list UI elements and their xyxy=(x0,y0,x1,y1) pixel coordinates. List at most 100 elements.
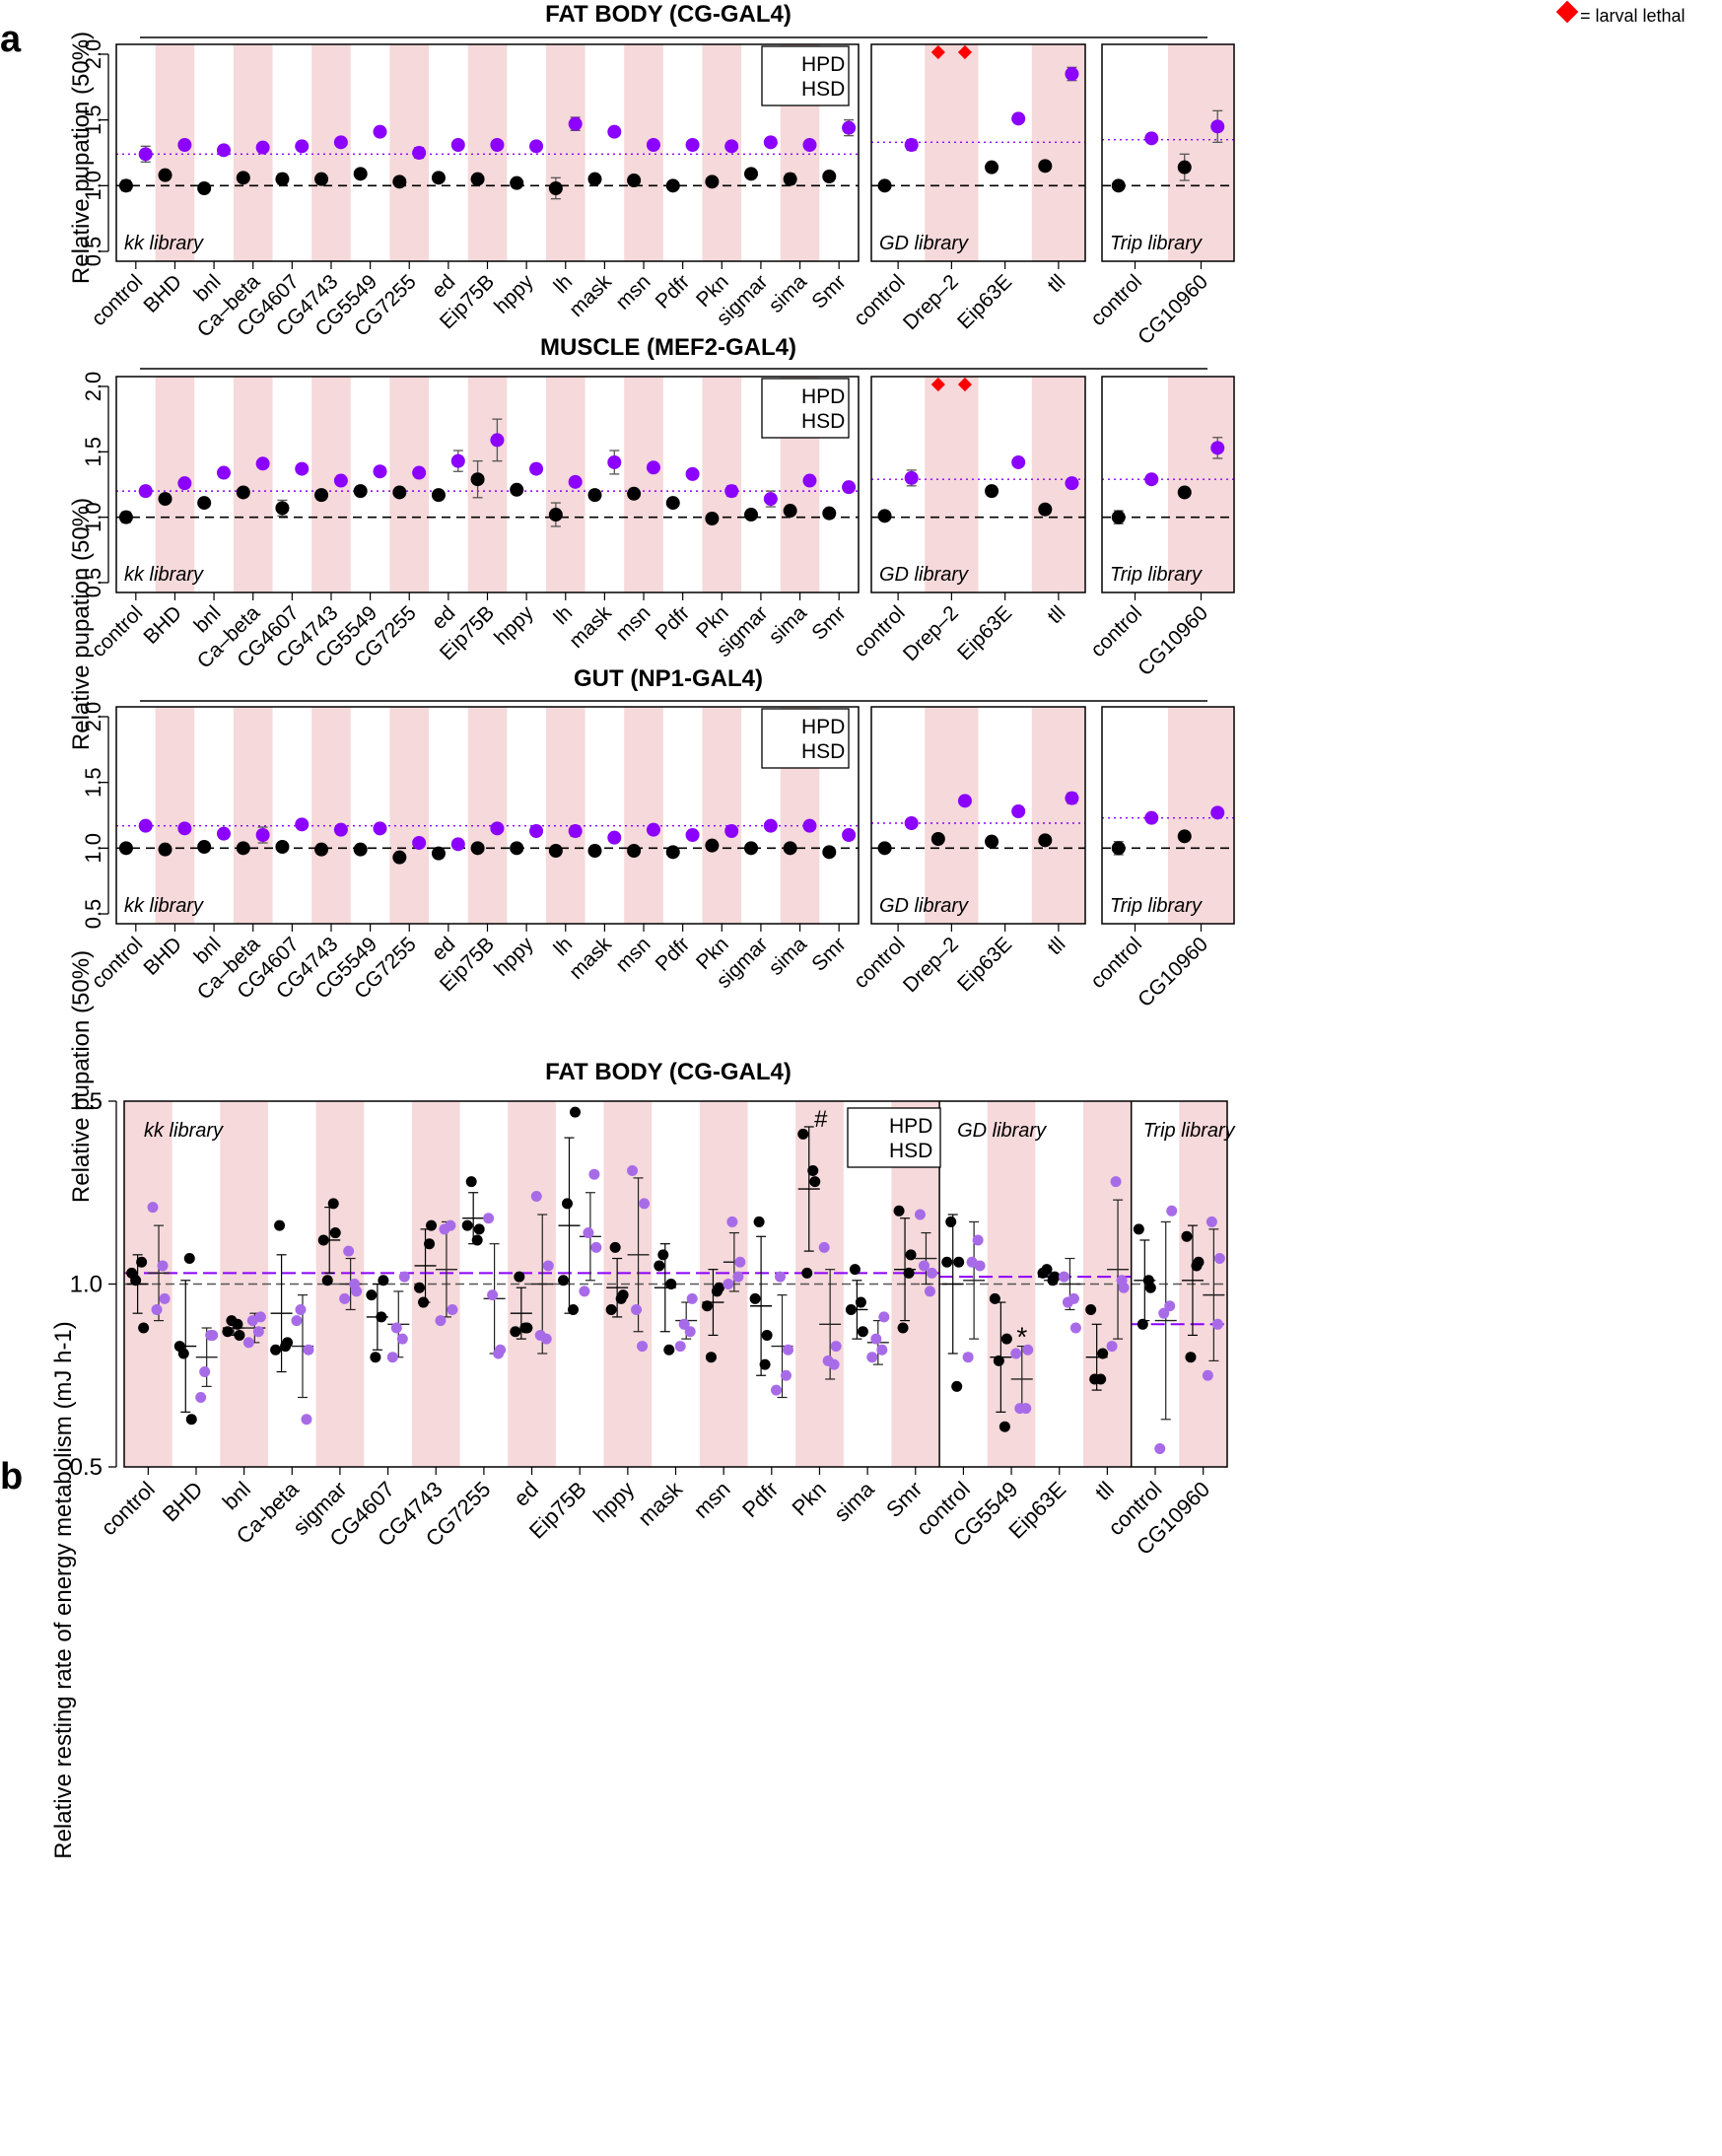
chart-b-legend-hpd-label: HPD xyxy=(889,1115,932,1138)
chart-fat-body-cg-gal4-kk-hsd-point-sima xyxy=(802,138,817,152)
chart-gut-np1-gal4-kk-hsd-point-bnl xyxy=(216,826,231,841)
chart-muscle-mef2-gal4-kk-hpd-point-sima xyxy=(783,504,797,519)
chart-muscle-mef2-gal4-kk-xtick-label: mask xyxy=(565,601,616,653)
chart-b-hsd-point-msn xyxy=(734,1256,746,1268)
chart-fat-body-cg-gal4-kk-hpd-point-bnl xyxy=(197,181,212,195)
chart-gut-np1-gal4-kk-hpd-point-control xyxy=(118,841,133,856)
chart-b-hsd-point-ed xyxy=(542,1260,554,1272)
chart-b-hsd-point-smr xyxy=(924,1286,935,1297)
chart-b-hpd-point-pkn xyxy=(809,1176,821,1188)
chart-muscle-mef2-gal4-trip-xtick-label: control xyxy=(1086,601,1146,661)
chart-b-hpd-point-pkn xyxy=(807,1164,819,1176)
chart-gut-np1-gal4-kk-hpd-point-smr xyxy=(822,845,837,860)
chart-b-xtick-label: bnl xyxy=(218,1477,255,1514)
chart-muscle-mef2-gal4-kk-hsd-point-cg5549 xyxy=(373,464,387,479)
chart-muscle-mef2-gal4-trip-xtick-label: CG10960 xyxy=(1134,601,1212,680)
chart-fat-body-cg-gal4-kk-shade-band xyxy=(702,44,742,261)
chart-b-hsd-point-ca-beta xyxy=(301,1414,312,1426)
chart-b-hsd-point-cg5549 xyxy=(1010,1348,1022,1359)
chart-b-hpd-point-cg5549 xyxy=(989,1292,1000,1304)
chart-b-hpd-point-cg4743 xyxy=(414,1282,426,1293)
chart-muscle-mef2-gal4-trip-library-label: Trip library xyxy=(1110,564,1203,586)
chart-fat-body-cg-gal4-kk-hpd-point-smr xyxy=(822,170,837,183)
chart-gut-np1-gal4-ytick-label: 2.0 xyxy=(81,702,105,732)
chart-b-hpd-point-mask xyxy=(657,1249,669,1261)
chart-b-hpd-point-mask xyxy=(665,1279,677,1289)
panel-b-ylabel: Relative resting rate of energy metaboli… xyxy=(50,1321,77,1859)
chart-muscle-mef2-gal4-kk-library-label: kk library xyxy=(124,564,204,586)
chart-muscle-mef2-gal4-kk-hpd-point-cg5549 xyxy=(353,484,368,499)
chart-muscle-mef2-gal4-gd-hsd-point-control xyxy=(904,470,919,485)
chart-muscle-mef2-gal4-kk-frame xyxy=(115,376,860,593)
chart-gut-np1-gal4-kk-shade-band xyxy=(155,707,195,924)
chart-b-hpd-point-pdfr xyxy=(749,1292,761,1304)
chart-gut-np1-gal4-kk-shade-band xyxy=(467,707,508,924)
chart-fat-body-cg-gal4-kk-xtick-label: control xyxy=(88,270,148,330)
chart-fat-body-cg-gal4-kk-hpd-point-lh xyxy=(548,181,563,195)
chart-gut-np1-gal4-kk-hsd-point-mask xyxy=(607,830,622,845)
chart-b-hpd-point-smr xyxy=(903,1267,915,1279)
chart-muscle-mef2-gal4-kk-hsd-point-eip75b xyxy=(490,433,505,448)
chart-muscle-mef2-gal4-gd-xtick-label: tll xyxy=(1043,601,1069,628)
chart-gut-np1-gal4-trip-library-label: Trip library xyxy=(1110,895,1203,917)
chart-b-hpd-point-bhd xyxy=(177,1348,189,1359)
chart-b-hsd-point-eip75b xyxy=(579,1286,590,1297)
chart-b-annotation-hash: # xyxy=(814,1106,828,1133)
chart-b-hpd-point-sigmar xyxy=(327,1198,339,1210)
chart-gut-np1-gal4-kk-xtick-label: mask xyxy=(565,933,616,984)
chart-fat-body-cg-gal4-kk-hsd-point-cg4743 xyxy=(333,135,348,150)
chart-gut-np1-gal4-trip-xtick-label: CG10960 xyxy=(1134,933,1212,1011)
chart-b-hpd-point-sima xyxy=(855,1296,866,1308)
chart-gut-np1-gal4-kk-hpd-point-ca-beta xyxy=(236,841,250,856)
chart-fat-body-cg-gal4-trip-shade-band xyxy=(1168,44,1234,261)
chart-muscle-mef2-gal4-trip-shade-band xyxy=(1168,377,1234,592)
chart-b-hpd-point-cg4607 xyxy=(370,1352,381,1363)
chart-fat-body-cg-gal4-gd-larval-lethal-marker xyxy=(957,44,973,60)
chart-gut-np1-gal4-kk-hpd-point-ed xyxy=(431,846,446,861)
chart-gut-np1-gal4-kk-hsd-point-lh xyxy=(568,824,583,838)
chart-gut-np1-gal4-kk-hpd-point-cg4743 xyxy=(314,842,329,857)
chart-b-hsd-point-mask xyxy=(674,1341,686,1353)
chart-fat-body-cg-gal4-trip-hpd-point-cg10960 xyxy=(1177,160,1192,174)
chart-b-hsd-point-mask xyxy=(686,1292,698,1304)
chart-b-legend-box xyxy=(847,1107,941,1168)
chart-b-hsd-point-pkn xyxy=(830,1341,842,1353)
chart-gut-np1-gal4-kk-hpd-point-pdfr xyxy=(665,845,680,860)
chart-fat-body-cg-gal4-trip-hsd-point-control xyxy=(1144,131,1159,146)
chart-fat-body-cg-gal4-kk-library-label: kk library xyxy=(124,233,204,254)
chart-muscle-mef2-gal4-legend-hpd-label: HPD xyxy=(801,385,845,408)
chart-b-hsd-point-ca-beta xyxy=(291,1315,303,1327)
chart-b-hsd-point-cg5549 xyxy=(1014,1403,1026,1415)
chart-b-hpd-point-control xyxy=(136,1256,148,1268)
chart-b-xtick-label: ed xyxy=(509,1477,543,1511)
chart-fat-body-cg-gal4-kk-hpd-point-ed xyxy=(431,171,446,185)
chart-muscle-mef2-gal4-kk-xtick-label: lh xyxy=(549,601,577,629)
chart-muscle-mef2-gal4-gd-library-label: GD library xyxy=(879,564,969,586)
chart-b-hpd-point-smr xyxy=(905,1249,917,1261)
chart-b-hsd-point-sima xyxy=(876,1344,888,1356)
chart-muscle-mef2-gal4-kk-hsd-point-sima xyxy=(802,473,817,488)
chart-b-gd-library-label: GD library xyxy=(957,1120,1047,1142)
chart-b-hsd-point-control xyxy=(974,1260,986,1272)
chart-b-xtick-label: mask xyxy=(633,1476,688,1531)
chart-b-hsd-point-pdfr xyxy=(781,1369,792,1381)
chart-b-hsd-point-pdfr xyxy=(783,1344,794,1356)
chart-b-hsd-point-pkn xyxy=(822,1355,834,1366)
chart-b-hsd-point-pkn xyxy=(818,1241,830,1253)
chart-b-hsd-point-bnl xyxy=(252,1326,264,1338)
chart-b-hpd-point-cg5549 xyxy=(993,1355,1004,1366)
panel-a-ylabel-muscle: Relative pupation (50%) xyxy=(68,498,95,750)
chart-b-xtick-label: hppy xyxy=(588,1477,639,1527)
chart-gut-np1-gal4-gd-xtick-label: Eip63E xyxy=(953,933,1016,996)
chart-gut-np1-gal4-gd-hsd-point-eip63e xyxy=(1011,804,1026,818)
chart-fat-body-cg-gal4-kk-xtick-label: Smr xyxy=(807,270,850,313)
chart-gut-np1-gal4-kk-hsd-point-eip75b xyxy=(490,821,505,836)
chart-b-hpd-point-cg4607 xyxy=(366,1289,378,1301)
chart-b-hpd-point-msn xyxy=(701,1300,713,1312)
chart-fat-body-cg-gal4-kk-hsd-point-smr xyxy=(842,120,857,135)
chart-b-hsd-point-ed xyxy=(530,1190,542,1202)
chart-b-hpd-point-bhd xyxy=(185,1414,197,1426)
chart-b-legend-hsd-label: HSD xyxy=(889,1140,932,1162)
chart-b-hpd-point-control xyxy=(945,1216,957,1227)
chart-gut-np1-gal4-kk-hpd-point-cg7255 xyxy=(392,850,407,865)
